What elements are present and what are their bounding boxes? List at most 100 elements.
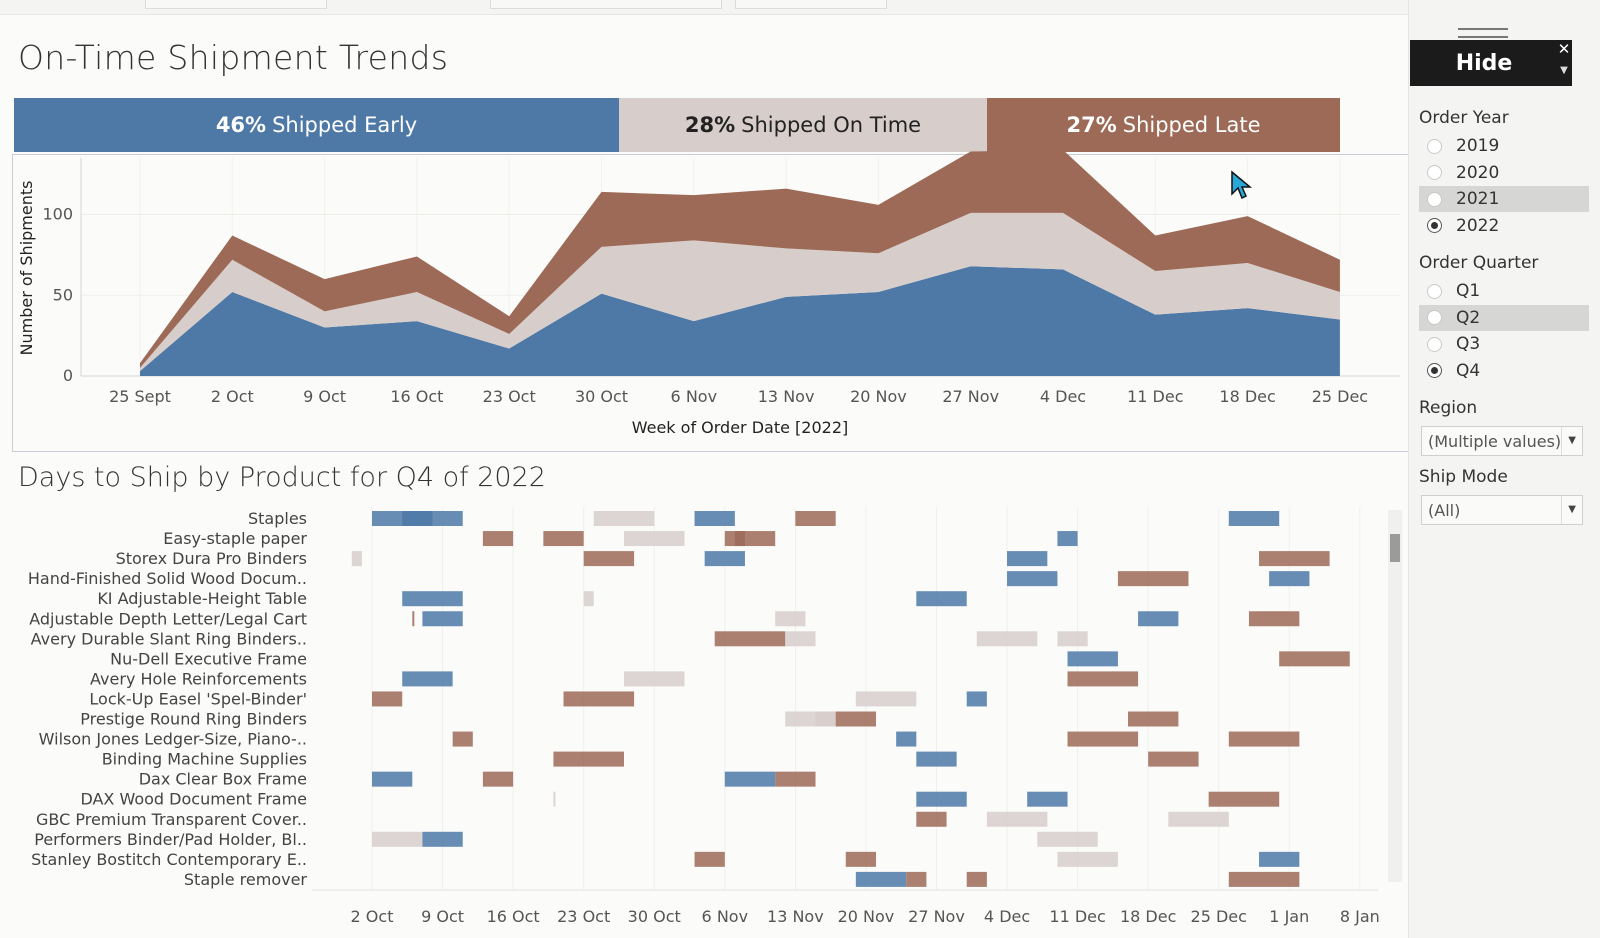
kpi-ontime-label: Shipped On Time	[741, 113, 922, 137]
gantt-bar	[1037, 831, 1098, 847]
gantt-bar	[856, 892, 886, 907]
gantt-bar	[714, 631, 786, 647]
gantt-row-label: Avery Durable Slant Ring Binders..	[31, 629, 307, 648]
radio-button[interactable]	[1427, 363, 1442, 378]
ship-mode-dropdown[interactable]: (All) ▼	[1421, 495, 1583, 525]
gantt-x-tick-label: 1 Jan	[1269, 907, 1309, 926]
kpi-shipped-on-time[interactable]: 28% Shipped On Time	[619, 98, 987, 152]
gantt-bar	[724, 531, 776, 547]
gantt-row-label: Adjustable Depth Letter/Legal Cart	[29, 609, 307, 628]
gantt-row-label: Binding Machine Supplies	[102, 750, 307, 769]
gantt-row-label: Hand-Finished Solid Wood Docum..	[28, 569, 307, 588]
gantt-bar	[724, 771, 776, 787]
radio-button[interactable]	[1427, 283, 1442, 299]
gantt-bar	[1057, 531, 1078, 547]
chevron-down-icon[interactable]: ▼	[1561, 496, 1576, 524]
toolbar-tab[interactable]	[145, 0, 327, 9]
radio-button[interactable]	[1427, 191, 1442, 207]
gantt-row-label: DAX Wood Document Frame	[80, 790, 307, 809]
gantt-x-tick-label: 2 Oct	[351, 907, 394, 926]
gantt-bar	[412, 611, 415, 627]
x-tick-label: 23 Oct	[483, 387, 536, 406]
order-year-option[interactable]: 2019	[1419, 133, 1589, 159]
radio-button[interactable]	[1427, 310, 1442, 325]
order-quarter-option[interactable]: Q2	[1419, 304, 1589, 331]
gantt-bar	[563, 691, 635, 707]
gantt-bar	[402, 591, 463, 607]
chevron-down-icon[interactable]: ▼	[1561, 427, 1576, 455]
gantt-bar	[896, 731, 917, 747]
gantt-x-tick-label: 8 Jan	[1340, 907, 1380, 926]
region-value: (Multiple values)	[1428, 431, 1562, 451]
toolbar-tab[interactable]	[490, 0, 722, 9]
gantt-row-label: Easy-staple paper	[163, 529, 307, 548]
radio-button[interactable]	[1427, 218, 1442, 233]
gantt-row-label: Staples	[248, 509, 307, 528]
gantt-bar	[543, 531, 584, 547]
y-axis-title: Number of Shipments	[17, 181, 36, 356]
gantt-bar	[1228, 731, 1300, 747]
gantt-bar	[1128, 711, 1179, 727]
x-tick-label: 30 Oct	[575, 387, 628, 406]
toolbar-tab[interactable]	[735, 0, 887, 9]
gantt-row-label: Wilson Jones 1" Hanging DublLoc..	[32, 890, 307, 909]
x-axis-title: Week of Order Date [2022]	[632, 418, 849, 437]
radio-button[interactable]	[1427, 336, 1442, 352]
gantt-bar	[1229, 892, 1300, 907]
gantt-scroll-thumb[interactable]	[1390, 534, 1400, 562]
gantt-bar	[1248, 611, 1300, 627]
gantt-x-tick-label: 4 Dec	[984, 907, 1030, 926]
gantt-bar	[593, 511, 655, 526]
x-tick-label: 25 Dec	[1312, 387, 1368, 406]
gantt-bar	[1067, 671, 1139, 687]
gantt-scrollbar[interactable]	[1388, 510, 1402, 882]
gantt-x-tick-label: 16 Oct	[487, 907, 540, 926]
order-quarter-option[interactable]: Q4	[1419, 358, 1589, 384]
kpi-early-percent: 46%	[215, 113, 267, 137]
kpi-shipped-late[interactable]: 27% Shipped Late	[987, 98, 1340, 152]
gantt-row-label: Staple remover	[184, 870, 308, 889]
gantt-bar	[583, 551, 635, 567]
area-series-shipped-late	[140, 149, 1340, 368]
gantt-bar	[916, 751, 957, 767]
order-quarter-option[interactable]: Q1	[1419, 278, 1589, 304]
gantt-x-tick-label: 13 Nov	[767, 907, 824, 926]
radio-button[interactable]	[1427, 165, 1442, 180]
chevron-down-icon[interactable]: ▼	[1560, 65, 1568, 76]
close-icon[interactable]: ✕	[1557, 40, 1571, 58]
hide-button[interactable]: Hide	[1410, 40, 1572, 86]
gantt-bar	[1259, 851, 1300, 867]
drag-grip-icon[interactable]	[1458, 28, 1508, 38]
kpi-ontime-percent: 28%	[684, 113, 736, 137]
gantt-bar	[422, 611, 463, 627]
y-tick-label: 50	[53, 285, 73, 304]
order-year-option[interactable]: 2022	[1419, 213, 1589, 239]
gantt-bar	[795, 511, 836, 526]
region-dropdown[interactable]: (Multiple values) ▼	[1421, 426, 1583, 456]
mouse-cursor-icon	[1231, 170, 1253, 200]
gantt-row-label: Nu-Dell Executive Frame	[110, 649, 307, 668]
gantt-bar	[1027, 791, 1068, 807]
area-series-shipped-early	[140, 266, 1340, 376]
gantt-row-label: Prestige Round Ring Binders	[80, 710, 307, 729]
gantt-row-label: Performers Binder/Pad Holder, Bl..	[34, 830, 307, 849]
kpi-shipped-early[interactable]: 46% Shipped Early	[14, 98, 619, 152]
gantt-bar	[916, 791, 967, 807]
gantt-x-tick-label: 18 Dec	[1120, 907, 1176, 926]
radio-button[interactable]	[1427, 138, 1442, 154]
order-year-option[interactable]: 2020	[1419, 160, 1589, 186]
gantt-bar	[1228, 871, 1300, 887]
gantt-bar	[916, 591, 967, 607]
x-tick-label: 9 Oct	[303, 387, 346, 406]
region-title: Region	[1419, 398, 1478, 418]
gantt-bar	[1057, 851, 1118, 867]
order-quarter-option[interactable]: Q3	[1419, 331, 1589, 357]
gantt-bar	[976, 631, 1038, 647]
gantt-bar	[553, 751, 624, 767]
gantt-bar	[845, 851, 876, 867]
gantt-bar	[815, 711, 836, 727]
order-year-option[interactable]: 2021	[1419, 186, 1589, 212]
gantt-bar	[583, 591, 594, 607]
gantt-bar	[1057, 892, 1117, 907]
order-year-title: Order Year	[1419, 108, 1509, 128]
